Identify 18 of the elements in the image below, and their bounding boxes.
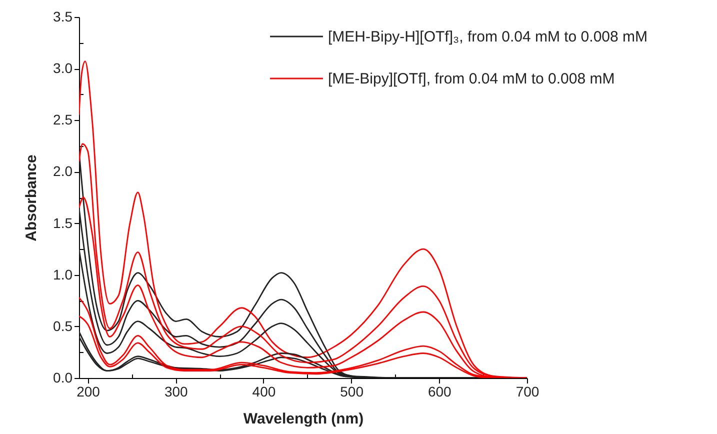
y-tick-label: 2.0 — [53, 163, 73, 180]
y-tick-label: 3.0 — [53, 60, 73, 76]
x-tick-label: 300 — [164, 384, 188, 400]
y-tick-label: 0.5 — [53, 318, 73, 334]
legend-label: [MEH-Bipy-H][OTf]₃, from 0.04 mM to 0.008 mM — [328, 28, 648, 46]
x-tick-label: 200 — [76, 384, 100, 400]
x-tick-label: 700 — [516, 384, 540, 400]
y-tick-label: 1.0 — [53, 266, 73, 282]
x-tick-label: 600 — [428, 384, 452, 400]
x-tick-label: 500 — [340, 384, 364, 400]
y-tick-label: 0.0 — [53, 370, 73, 386]
y-axis-title: Absorbance — [23, 154, 40, 242]
y-tick-label: 3.5 — [53, 8, 73, 24]
x-tick-label: 400 — [252, 384, 276, 400]
legend-label: [ME-Bipy][OTf], from 0.04 mM to 0.008 mM — [328, 70, 615, 88]
y-tick-label: 1.5 — [53, 214, 73, 231]
y-tick-label: 2.5 — [53, 112, 73, 128]
x-axis-title: Wavelength (nm) — [243, 410, 364, 428]
